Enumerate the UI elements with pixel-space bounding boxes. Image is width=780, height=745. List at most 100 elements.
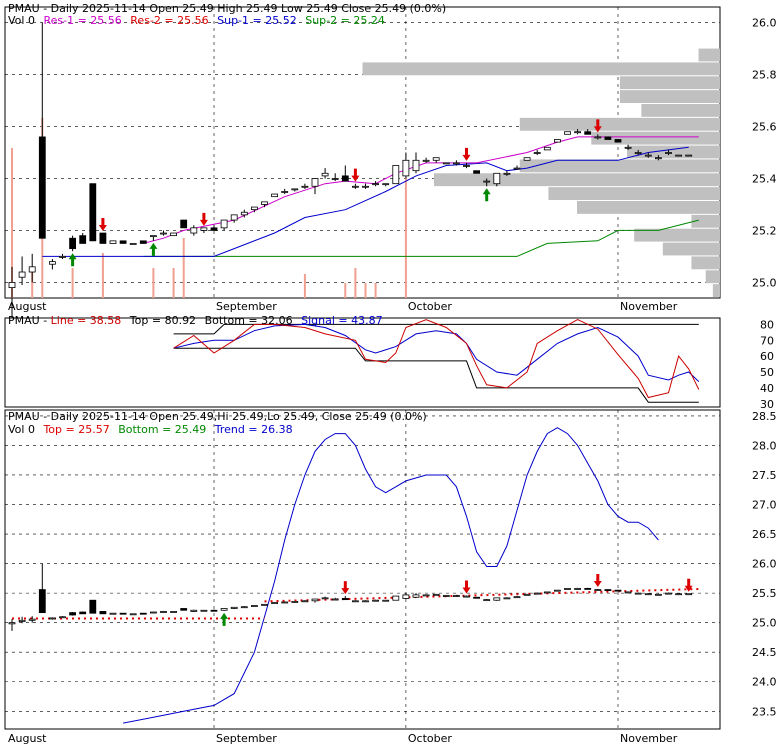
sup2-label: Sup-2 = 25.24 (305, 14, 385, 27)
trend-tick-label: 27.5 (752, 469, 777, 482)
price-candle-body (89, 183, 97, 242)
price-tick-label: 25.2 (752, 224, 777, 237)
price-title: PMAU - Daily 2025-11-14 Open 25.49 High … (8, 2, 446, 15)
price-candle-body (180, 219, 188, 229)
volume-profile-bar (705, 270, 720, 284)
sup2-line (143, 219, 699, 257)
oscillator-tick-label: 70 (760, 334, 774, 347)
signal-arrows (68, 119, 602, 267)
trend-candle-body (675, 593, 682, 596)
price-candle-body (412, 159, 420, 172)
price-x-ticks: August September October November (8, 300, 678, 313)
price-candle-body (341, 175, 349, 182)
price-candle-body (250, 206, 258, 211)
trend-candle-body (38, 589, 46, 614)
volume-profile-bar (591, 131, 720, 145)
trend-candle-body (301, 600, 309, 603)
trend-candle-body (291, 601, 299, 603)
price-candle-body (351, 185, 359, 188)
trend-candle-body (200, 609, 208, 612)
price-candle-body (533, 152, 541, 154)
trend-tick-label: 24.5 (752, 646, 777, 659)
price-candle-body (240, 211, 248, 216)
trend-x-ticks: August September October November (8, 732, 678, 745)
volume-bar (354, 268, 357, 298)
price-candle-body (574, 131, 581, 134)
trend-candle-body (513, 596, 521, 599)
buy-arrow (482, 188, 491, 202)
trend-candles (8, 563, 693, 631)
price-candle-body (190, 227, 198, 234)
oscillator-y-ticks: 30 40 50 60 70 80 (760, 318, 774, 410)
oscillator-tick-label: 80 (760, 318, 774, 331)
trend-candle-body (614, 589, 622, 592)
volume-profile-bar (519, 117, 720, 131)
volume-profile-bar (691, 214, 720, 228)
price-tick-label: 25.6 (752, 121, 777, 134)
price-tick-label: 25.0 (752, 276, 777, 289)
price-panel-frame (4, 6, 721, 299)
trend-candle-body (624, 591, 632, 594)
trend-candle-body (584, 588, 592, 590)
volume-profile-bar (362, 62, 720, 76)
buy-arrow (149, 242, 158, 256)
trend-candle-body (402, 594, 410, 599)
trend-candle-body (543, 591, 551, 594)
price-candle-body (392, 165, 400, 185)
price-candle-body (261, 201, 268, 205)
trend-candle-body (483, 599, 491, 602)
trend-candle-body (281, 601, 289, 604)
price-candle-body (463, 165, 470, 167)
trend-arrows (220, 573, 693, 626)
price-candle-body (79, 235, 87, 244)
trend-candle-body (250, 605, 258, 607)
trend-candle-body (422, 594, 430, 597)
volume-bar (374, 283, 377, 298)
oscillator-prefix: PMAU - (8, 314, 51, 327)
trend-tick-label: 25.0 (752, 617, 777, 630)
trend-tick-label: 28.5 (752, 410, 777, 423)
price-candle-body (655, 157, 662, 160)
price-candle-body (28, 266, 36, 273)
price-candle-body (442, 162, 450, 165)
price-candle-body (432, 157, 440, 161)
volume-profile-bar (662, 242, 720, 256)
trend-tick-label: 26.0 (752, 558, 777, 571)
price-candle-body (8, 282, 16, 289)
price-x-tick-label: November (620, 300, 678, 313)
trend-candle-body (523, 593, 531, 596)
trend-candle-body (79, 611, 87, 615)
oscillator-panel-frame (4, 317, 721, 408)
oscillator-tick-label: 30 (760, 398, 774, 411)
volume-profile-bar (434, 173, 720, 187)
price-candle-body (291, 188, 299, 191)
price-candle-body (362, 185, 369, 188)
oscillator-signal-label: Signal = 43.87 (301, 314, 383, 327)
trend-candle-body (220, 608, 228, 611)
trend-candle-body (89, 599, 97, 614)
trend-candle-body (554, 589, 561, 592)
trend-top-label: Top = 25.57 (42, 423, 109, 436)
trend-candle-body (109, 612, 117, 615)
trend-sell-arrow (462, 580, 471, 594)
price-candle-body (584, 131, 592, 135)
volume-bar (182, 238, 185, 298)
price-tick-label: 25.4 (752, 172, 777, 185)
volume-profile-bar (619, 90, 720, 103)
volume-bar (101, 253, 104, 298)
price-candle-body (422, 159, 430, 162)
trend-sell-arrow (593, 573, 602, 587)
trend-candle-body (442, 595, 450, 597)
trend-trend-label: Trend = 26.38 (214, 423, 293, 436)
price-candle-body (321, 172, 329, 177)
trend-candle-body (372, 599, 380, 602)
oscillator-panel: 30 40 50 60 70 80 PMAU - Line = 38.58 Top = 8… (4, 314, 774, 411)
oscillator-top-label: Top = 80.92 (129, 314, 196, 327)
price-candle-body (452, 162, 460, 165)
sell-arrow (593, 119, 602, 133)
oscillator-top-line (173, 323, 699, 335)
volume-profile-bar (627, 145, 720, 159)
volume-profile-bar (698, 48, 720, 62)
trend-grid (5, 410, 720, 729)
price-candle-body (543, 146, 551, 151)
